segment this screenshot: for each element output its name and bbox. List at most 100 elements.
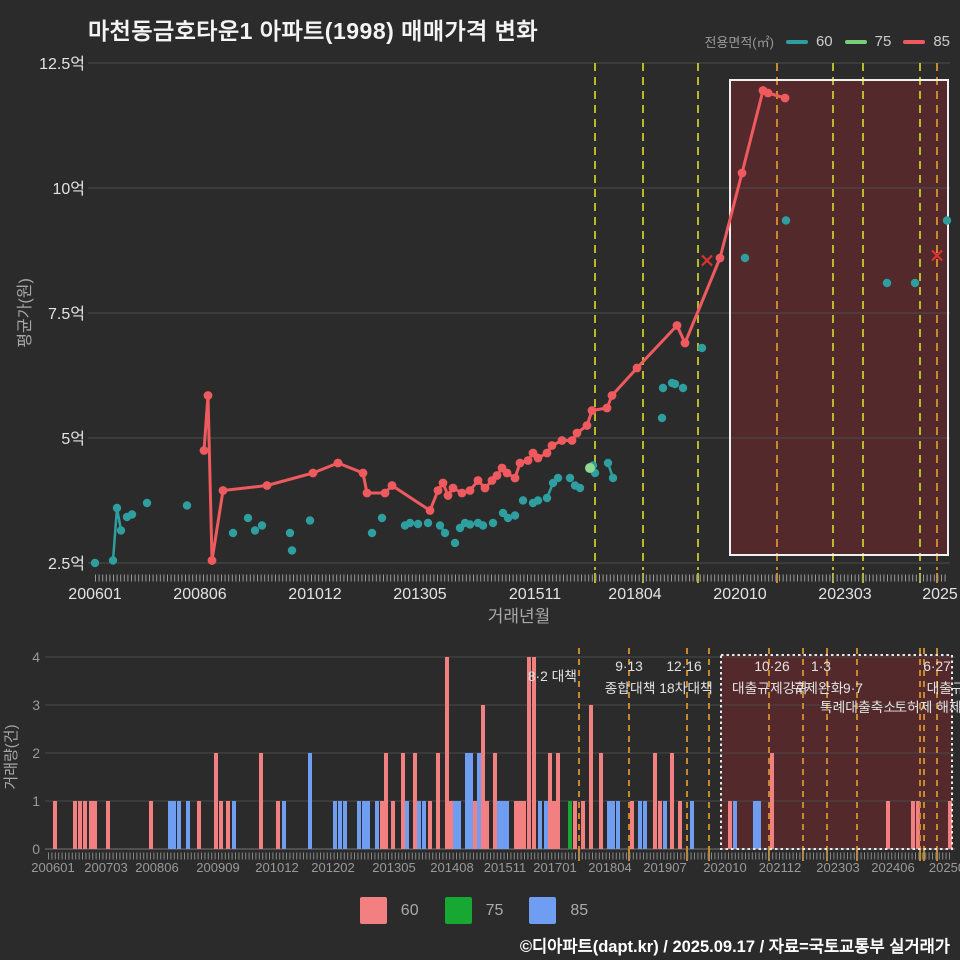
volume-x-tick-label: 202406: [871, 860, 914, 875]
legend-item-60[interactable]: 60: [785, 33, 833, 50]
x-tick-label: 201305: [393, 586, 446, 603]
data-point-85: [632, 363, 642, 373]
data-point-85: [473, 476, 483, 485]
volume-bar-60: [78, 801, 82, 849]
x-tick-label: 202303: [818, 586, 871, 603]
volume-bar-85: [177, 801, 181, 849]
volume-bar-60: [413, 753, 417, 849]
policy-annotation: 토허제 해제: [894, 700, 960, 715]
volume-y-tick-label: 1: [32, 793, 40, 809]
volume-x-tick-label: 200601: [31, 860, 74, 875]
x-tick-label: 201511: [509, 586, 561, 603]
volume-bar-60: [197, 801, 201, 849]
data-point-60: [112, 503, 122, 513]
data-point-85: [510, 473, 520, 483]
volume-x-tick-label: 201701: [533, 860, 576, 875]
data-point-60: [450, 538, 460, 548]
data-point-60: [305, 516, 315, 525]
data-point-85: [523, 456, 533, 465]
bar-swatch-60[interactable]: [359, 897, 387, 924]
volume-bar-60: [630, 801, 634, 849]
volume-bar-60: [259, 753, 263, 849]
data-point-60: [882, 278, 892, 288]
volume-bar-85: [375, 801, 379, 849]
volume-bar-85: [186, 801, 190, 849]
volume-bar-85: [505, 801, 509, 849]
volume-x-tick-label: 202303: [816, 860, 859, 875]
data-point-60: [478, 521, 488, 530]
data-point-85: [387, 481, 397, 490]
data-point-85: [607, 391, 617, 400]
volume-bar-60: [589, 705, 593, 849]
y-tick-label: 2.5억: [48, 555, 85, 573]
volume-bar-60: [658, 801, 662, 849]
data-point-85: [480, 483, 490, 493]
data-point-60: [565, 473, 575, 483]
volume-bar-85: [757, 801, 761, 849]
data-point-85: [502, 468, 512, 478]
volume-bar-60: [678, 801, 682, 849]
legend-label-85: 85: [933, 33, 950, 50]
volume-y-tick-label: 0: [32, 841, 40, 857]
y-tick-label: 7.5억: [48, 305, 85, 323]
data-point-60: [575, 483, 585, 493]
data-point-85: [433, 486, 443, 495]
data-point-85: [443, 491, 453, 500]
volume-x-tick-label: 201907: [643, 860, 686, 875]
x-tick-label: 2025: [922, 586, 958, 603]
data-point-60: [127, 510, 137, 519]
data-point-75: [585, 463, 595, 473]
bar-swatch-85[interactable]: [529, 897, 557, 924]
legend-item-75[interactable]: 75: [844, 33, 891, 50]
volume-bar-85: [690, 801, 694, 849]
policy-annotation: 10·26: [754, 659, 790, 674]
data-point-60: [608, 473, 618, 483]
volume-bar-60: [214, 753, 218, 849]
data-point-60: [697, 343, 707, 353]
data-point-85: [358, 468, 368, 478]
volume-bar-60: [728, 801, 732, 849]
volume-bar-60: [493, 753, 497, 849]
data-point-60: [250, 526, 260, 535]
volume-bar-85: [544, 801, 548, 849]
volume-bar-60: [428, 801, 432, 849]
volume-bar-60: [552, 801, 556, 849]
volume-x-tick-label: 20250: [929, 860, 960, 875]
volume-bar-85: [357, 801, 361, 849]
data-point-85: [672, 321, 682, 330]
volume-bar-85: [366, 801, 370, 849]
volume-bar-85: [232, 801, 236, 849]
policy-annotation: 규제완화: [793, 681, 844, 696]
x-tick-label: 201804: [608, 586, 661, 603]
volume-bar-60: [522, 801, 526, 849]
data-point-85: [199, 446, 209, 455]
data-point-60: [542, 493, 552, 503]
data-point-60: [367, 528, 377, 538]
volume-y-axis-title: 거래량(건): [3, 724, 20, 789]
volume-bar-60: [573, 801, 577, 849]
data-point-60: [243, 513, 253, 523]
volume-x-tick-label: 201305: [372, 860, 415, 875]
policy-annotation: 9·13: [615, 659, 643, 674]
volume-bar-60: [391, 801, 395, 849]
volume-x-tick-label: 201202: [311, 860, 354, 875]
data-point-85: [333, 458, 343, 468]
volume-bar-60: [527, 657, 531, 849]
legend-item-85[interactable]: 85: [903, 33, 950, 50]
volume-x-tick-label: 200806: [135, 860, 178, 875]
data-point-85: [547, 441, 557, 450]
area-legend: 전용면적(㎡) 60 75 85: [704, 32, 950, 51]
volume-bar-60: [106, 801, 110, 849]
data-point-60: [503, 513, 513, 523]
data-point-60: [942, 216, 952, 225]
volume-bar-85: [643, 801, 647, 849]
data-point-85: [567, 436, 577, 445]
bar-swatch-75[interactable]: [444, 897, 472, 924]
volume-bar-85: [282, 801, 286, 849]
volume-x-tick-label: 201511: [484, 860, 526, 875]
data-point-85: [425, 506, 435, 515]
volume-bar-60: [89, 801, 93, 849]
data-point-60: [553, 473, 563, 483]
line-swatch-85: [903, 39, 926, 44]
data-point-85: [262, 481, 272, 490]
